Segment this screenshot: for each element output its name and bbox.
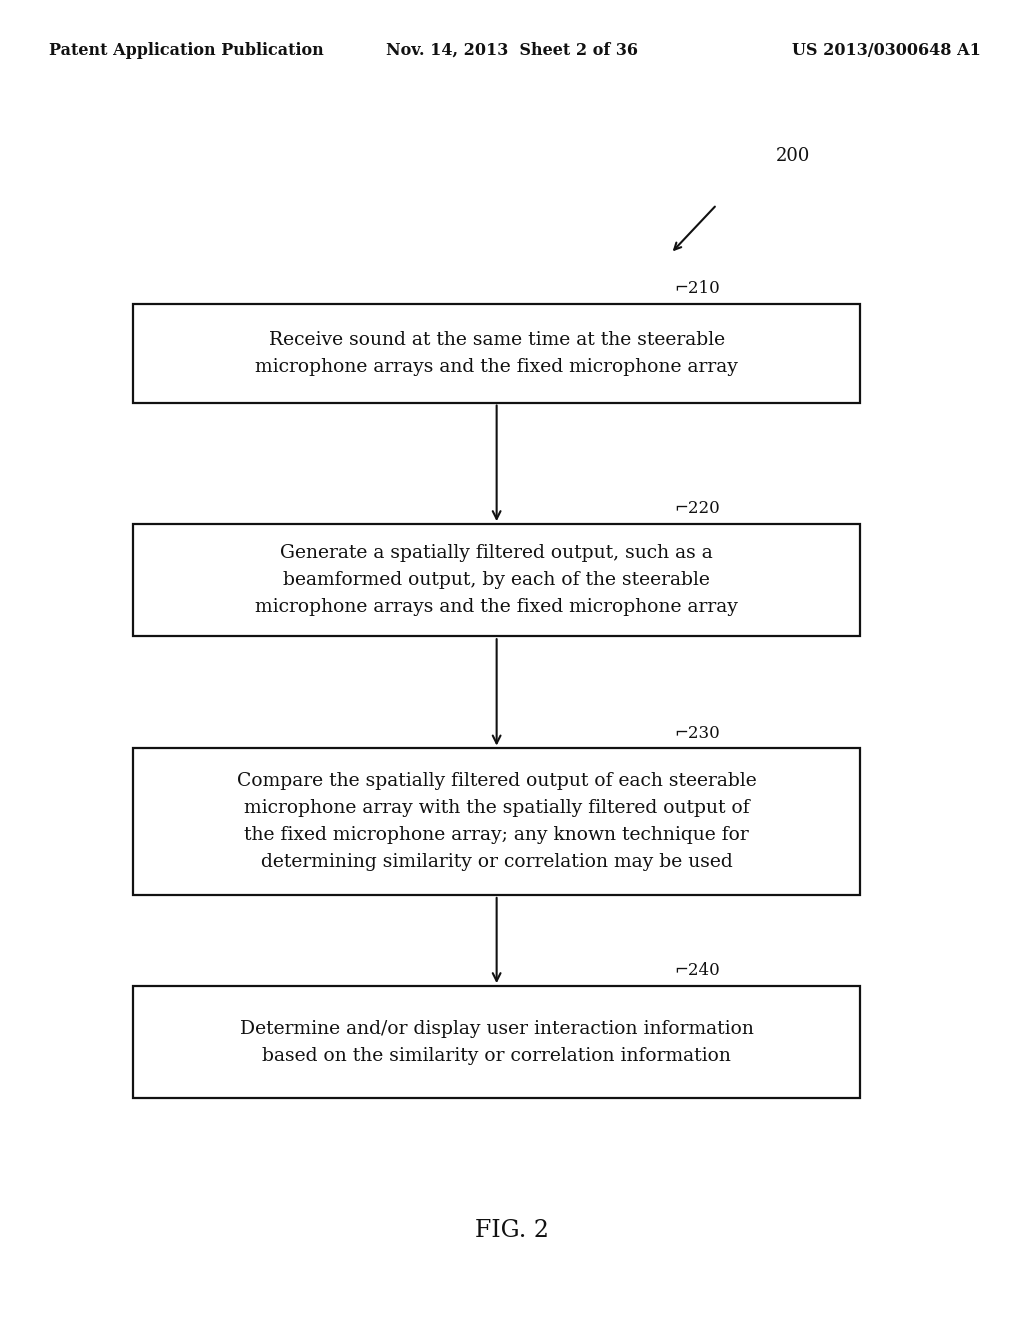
Text: ⌐230: ⌐230	[674, 725, 720, 742]
Bar	[133, 304, 860, 403]
Text: ⌐210: ⌐210	[674, 280, 720, 297]
Text: Nov. 14, 2013  Sheet 2 of 36: Nov. 14, 2013 Sheet 2 of 36	[386, 42, 638, 58]
Text: Compare the spatially filtered output of each steerable
microphone array with th: Compare the spatially filtered output of…	[237, 772, 757, 871]
Text: US 2013/0300648 A1: US 2013/0300648 A1	[793, 42, 981, 58]
Text: Patent Application Publication: Patent Application Publication	[49, 42, 324, 58]
Text: Determine and/or display user interaction information
based on the similarity or: Determine and/or display user interactio…	[240, 1019, 754, 1065]
Text: Receive sound at the same time at the steerable
microphone arrays and the fixed : Receive sound at the same time at the st…	[255, 330, 738, 376]
Bar	[133, 986, 860, 1098]
Text: FIG. 2: FIG. 2	[475, 1218, 549, 1242]
Text: ⌐220: ⌐220	[674, 500, 720, 517]
Text: Generate a spatially filtered output, such as a
beamformed output, by each of th: Generate a spatially filtered output, su…	[255, 544, 738, 616]
Text: ⌐240: ⌐240	[674, 962, 720, 979]
Text: 200: 200	[776, 147, 811, 165]
Bar	[133, 524, 860, 636]
Bar	[133, 748, 860, 895]
